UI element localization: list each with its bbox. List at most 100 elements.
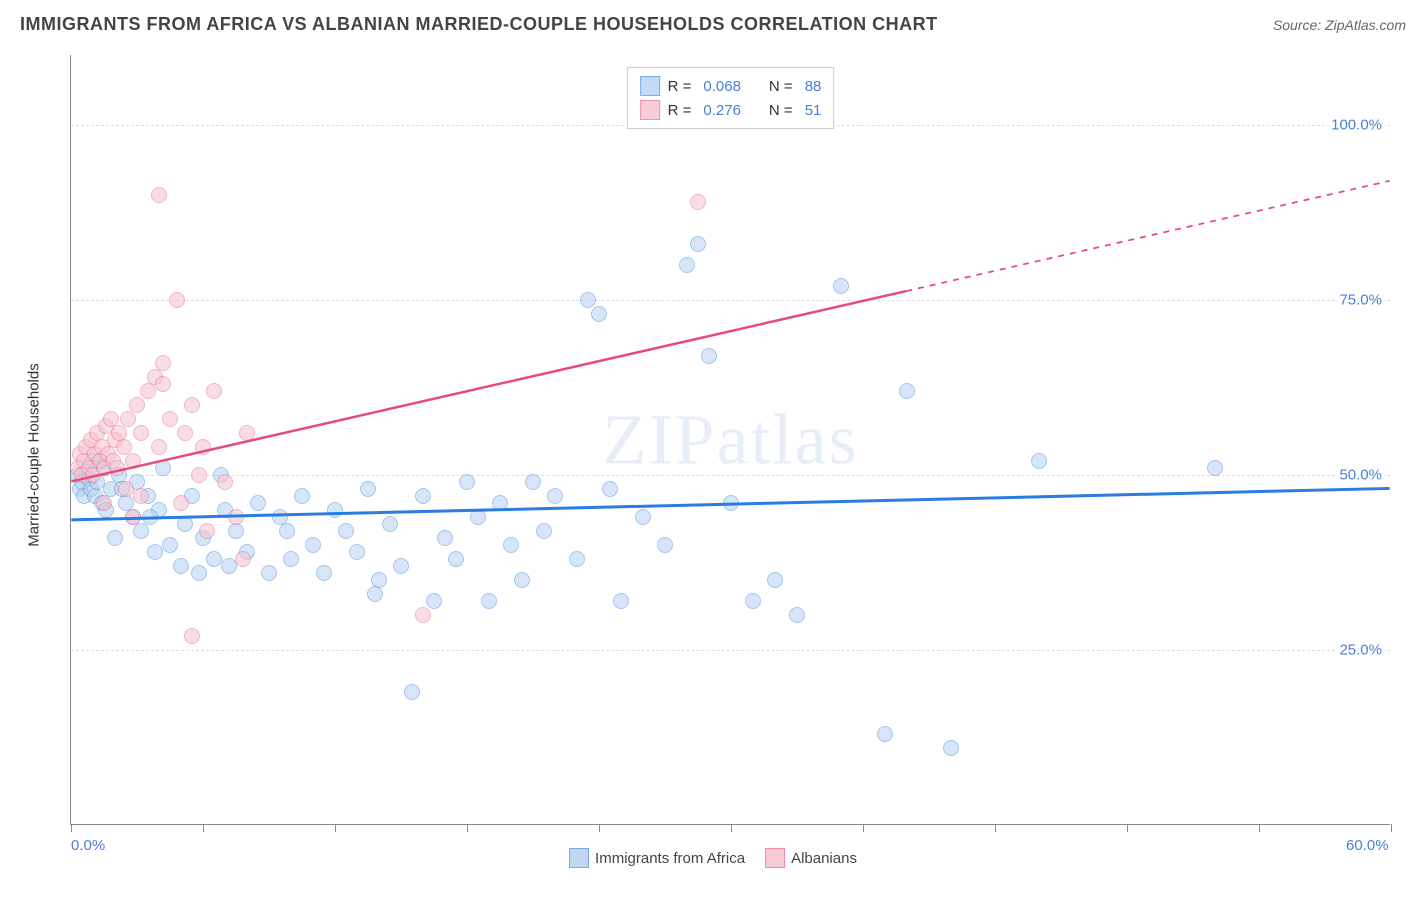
data-point <box>261 565 277 581</box>
data-point <box>382 516 398 532</box>
x-tick-label: 60.0% <box>1346 837 1389 854</box>
data-point <box>147 544 163 560</box>
data-point <box>602 481 618 497</box>
plot-region: ZIPatlas R =0.068N =88R =0.276N =51 25.0… <box>70 55 1390 825</box>
chart-header: IMMIGRANTS FROM AFRICA VS ALBANIAN MARRI… <box>10 10 1406 45</box>
trend-lines <box>71 55 1390 824</box>
data-point <box>191 565 207 581</box>
data-point <box>767 572 783 588</box>
data-point <box>547 488 563 504</box>
data-point <box>701 348 717 364</box>
data-point <box>613 593 629 609</box>
data-point <box>250 495 266 511</box>
data-point <box>109 460 125 476</box>
data-point <box>133 488 149 504</box>
data-point <box>1031 453 1047 469</box>
legend-row: R =0.068N =88 <box>640 74 822 98</box>
chart-source: Source: ZipAtlas.com <box>1273 17 1406 33</box>
x-tick <box>863 824 864 832</box>
data-point <box>943 740 959 756</box>
data-point <box>404 684 420 700</box>
data-point <box>514 572 530 588</box>
data-point <box>173 495 189 511</box>
data-point <box>239 425 255 441</box>
data-point <box>140 383 156 399</box>
data-point <box>635 509 651 525</box>
legend-swatch <box>640 100 660 120</box>
data-point <box>155 355 171 371</box>
data-point <box>162 537 178 553</box>
data-point <box>437 530 453 546</box>
data-point <box>133 425 149 441</box>
chart-title: IMMIGRANTS FROM AFRICA VS ALBANIAN MARRI… <box>20 14 938 35</box>
data-point <box>327 502 343 518</box>
legend-correlation: R =0.068N =88R =0.276N =51 <box>627 67 835 129</box>
data-point <box>206 383 222 399</box>
data-point <box>125 509 141 525</box>
legend-n-value: 88 <box>805 78 822 95</box>
data-point <box>107 530 123 546</box>
data-point <box>133 523 149 539</box>
legend-item: Albanians <box>765 848 857 868</box>
data-point <box>125 453 141 469</box>
data-point <box>316 565 332 581</box>
x-tick <box>1391 824 1392 832</box>
data-point <box>789 607 805 623</box>
data-point <box>195 439 211 455</box>
data-point <box>120 411 136 427</box>
data-point <box>228 509 244 525</box>
data-point <box>184 397 200 413</box>
legend-r-label: R = <box>668 102 692 119</box>
gridline <box>71 300 1390 301</box>
legend-n-label: N = <box>769 102 793 119</box>
data-point <box>162 411 178 427</box>
data-point <box>690 236 706 252</box>
data-point <box>151 439 167 455</box>
data-point <box>657 537 673 553</box>
y-tick-label: 50.0% <box>1337 467 1384 484</box>
data-point <box>591 306 607 322</box>
data-point <box>679 257 695 273</box>
x-tick-label: 0.0% <box>71 837 105 854</box>
data-point <box>177 516 193 532</box>
data-point <box>118 481 134 497</box>
legend-r-label: R = <box>668 78 692 95</box>
data-point <box>459 474 475 490</box>
data-point <box>569 551 585 567</box>
data-point <box>360 481 376 497</box>
data-point <box>235 551 251 567</box>
legend-swatch <box>640 76 660 96</box>
x-tick <box>599 824 600 832</box>
gridline <box>71 475 1390 476</box>
data-point <box>142 509 158 525</box>
data-point <box>503 537 519 553</box>
x-tick <box>1127 824 1128 832</box>
data-point <box>129 397 145 413</box>
legend-swatch <box>765 848 785 868</box>
data-point <box>199 523 215 539</box>
data-point <box>305 537 321 553</box>
y-tick-label: 25.0% <box>1337 642 1384 659</box>
data-point <box>481 593 497 609</box>
data-point <box>415 488 431 504</box>
x-tick <box>1259 824 1260 832</box>
y-tick-label: 75.0% <box>1337 292 1384 309</box>
legend-swatch <box>569 848 589 868</box>
data-point <box>415 607 431 623</box>
y-axis-label: Married-couple Households <box>26 363 43 546</box>
data-point <box>177 425 193 441</box>
data-point <box>151 187 167 203</box>
data-point <box>169 292 185 308</box>
data-point <box>470 509 486 525</box>
data-point <box>426 593 442 609</box>
data-point <box>155 376 171 392</box>
data-point <box>723 495 739 511</box>
data-point <box>279 523 295 539</box>
data-point <box>294 488 310 504</box>
watermark: ZIPatlas <box>603 398 859 481</box>
data-point <box>580 292 596 308</box>
data-point <box>899 383 915 399</box>
data-point <box>217 474 233 490</box>
x-tick <box>203 824 204 832</box>
data-point <box>206 551 222 567</box>
